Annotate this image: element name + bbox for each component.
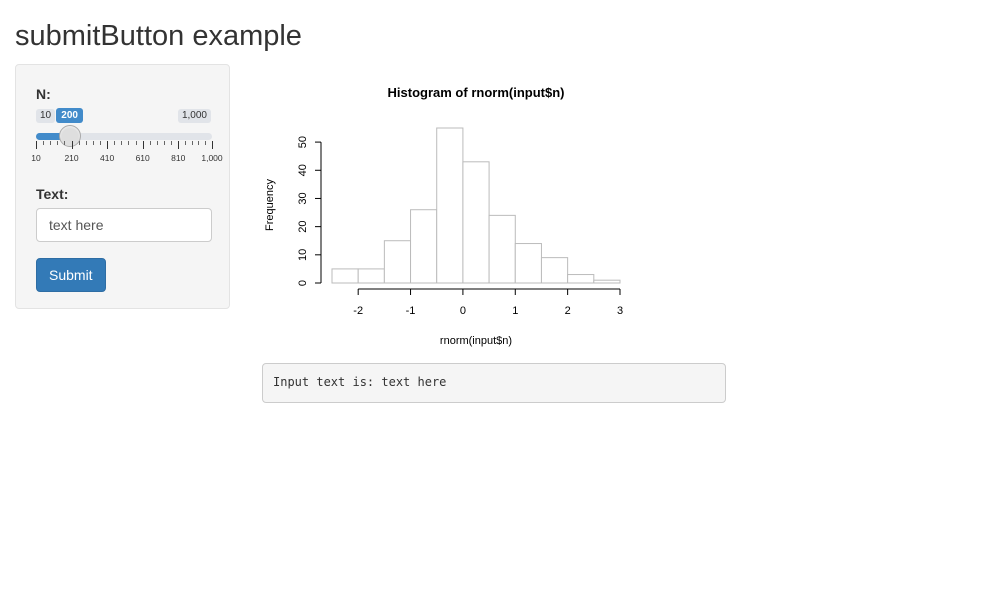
histogram-bar bbox=[488, 214, 516, 284]
slider-max-label: 1,000 bbox=[177, 109, 211, 123]
slider-tick-label: 610 bbox=[135, 153, 150, 163]
text-field-label: Text: bbox=[36, 186, 69, 202]
x-tick-label: 2 bbox=[565, 305, 571, 317]
histogram-plot: Histogram of rnorm(input$n) -2 -1 0 1 2 3 0 10… bbox=[264, 85, 623, 347]
slider-tick-label: 410 bbox=[100, 153, 115, 163]
slider-minor-tick bbox=[191, 141, 193, 145]
slider-handle[interactable] bbox=[58, 125, 81, 147]
slider-minor-tick bbox=[121, 141, 123, 145]
slider-min-label: 10 bbox=[36, 109, 56, 123]
y-tick-label: 0 bbox=[297, 280, 309, 286]
slider-grid: 10 210 410 610 810 1,000 bbox=[31, 141, 223, 167]
slider-minor-tick bbox=[205, 141, 207, 145]
histogram-bar bbox=[514, 243, 542, 284]
x-tick-label: 3 bbox=[617, 305, 623, 317]
histogram-bar bbox=[462, 161, 490, 284]
slider-major-tick bbox=[142, 141, 144, 149]
slider-minor-tick bbox=[171, 141, 173, 145]
slider-minor-tick bbox=[114, 141, 116, 145]
slider-minor-tick bbox=[149, 141, 151, 145]
slider-minor-tick bbox=[57, 141, 59, 145]
slider-minor-tick bbox=[78, 141, 80, 145]
histogram-bar bbox=[331, 268, 359, 284]
sidebar-panel: N: 10 1,000 200 10 210 410 610 810 1,000 Text… bbox=[15, 64, 230, 309]
slider-label: N: bbox=[36, 86, 51, 102]
slider-major-tick bbox=[178, 141, 180, 149]
x-axis: -2 -1 0 1 2 3 bbox=[353, 288, 623, 317]
slider-minor-tick bbox=[128, 141, 130, 145]
histogram-bar bbox=[357, 268, 385, 284]
text-output: Input text is: text here bbox=[262, 363, 726, 403]
submit-button[interactable]: Submit bbox=[36, 258, 106, 292]
histogram-bar bbox=[540, 257, 569, 284]
x-tick-label: -1 bbox=[406, 305, 416, 317]
y-tick-label: 10 bbox=[297, 249, 309, 261]
y-tick-label: 30 bbox=[297, 192, 309, 204]
slider-minor-tick bbox=[85, 141, 87, 145]
y-tick-label: 20 bbox=[297, 221, 309, 233]
y-tick-label: 50 bbox=[297, 136, 309, 148]
x-tick-label: 0 bbox=[460, 305, 466, 317]
y-axis-label: Frequency bbox=[264, 179, 276, 231]
slider-fill bbox=[36, 133, 70, 140]
slider-tick-label: 210 bbox=[64, 153, 79, 163]
slider-minor-tick bbox=[198, 141, 200, 145]
slider-tick-label: 810 bbox=[171, 153, 186, 163]
chart-title: Histogram of rnorm(input$n) bbox=[388, 85, 565, 100]
x-tick-label: -2 bbox=[353, 305, 363, 317]
histogram-bar bbox=[567, 274, 595, 284]
slider-tick-label: 1,000 bbox=[201, 153, 223, 163]
text-input[interactable] bbox=[36, 208, 212, 242]
slider-track[interactable] bbox=[36, 125, 212, 147]
slider-major-tick bbox=[36, 141, 37, 149]
slider-major-tick bbox=[212, 141, 213, 149]
histogram-bar bbox=[593, 279, 621, 284]
slider-major-tick bbox=[71, 141, 73, 149]
histogram-bar bbox=[436, 127, 464, 284]
slider-minor-tick bbox=[135, 141, 137, 145]
slider-minor-tick bbox=[164, 141, 165, 145]
histogram-bar bbox=[410, 209, 438, 284]
slider-minor-tick bbox=[100, 141, 101, 145]
slider-minor-tick bbox=[43, 141, 45, 145]
slider-minor-tick bbox=[184, 141, 186, 145]
page-title: submitButton example bbox=[15, 20, 302, 52]
slider-minor-tick bbox=[92, 141, 94, 145]
slider-minor-tick bbox=[50, 141, 52, 145]
slider-minor-tick bbox=[156, 141, 158, 145]
y-axis: 0 10 20 30 40 50 bbox=[297, 136, 322, 286]
slider-tick-label: 10 bbox=[31, 153, 41, 163]
histogram-bar bbox=[383, 240, 412, 284]
y-tick-label: 40 bbox=[297, 164, 309, 176]
x-tick-label: 1 bbox=[512, 305, 518, 317]
slider-minor-tick bbox=[64, 141, 66, 145]
slider-value-badge: 200 bbox=[56, 108, 83, 123]
slider-major-tick bbox=[107, 141, 109, 149]
histogram-bars bbox=[331, 127, 621, 284]
x-axis-label: rnorm(input$n) bbox=[440, 335, 512, 347]
